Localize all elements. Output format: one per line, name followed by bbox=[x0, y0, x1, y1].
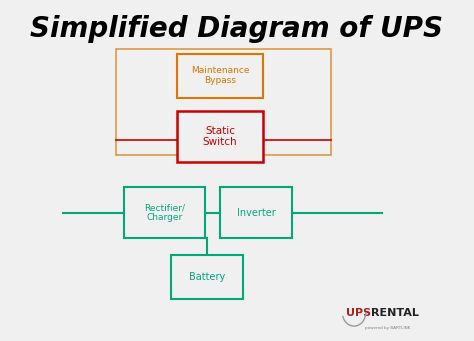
Bar bbox=[177, 111, 263, 162]
Text: Simplified Diagram of UPS: Simplified Diagram of UPS bbox=[30, 15, 444, 43]
Text: Battery: Battery bbox=[189, 272, 225, 282]
Bar bbox=[177, 54, 263, 98]
Text: Rectifier/
Charger: Rectifier/ Charger bbox=[144, 203, 185, 222]
Text: Static
Switch: Static Switch bbox=[203, 126, 237, 147]
Bar bbox=[116, 49, 331, 155]
Bar bbox=[220, 188, 292, 238]
Bar bbox=[124, 188, 205, 238]
Text: Inverter: Inverter bbox=[237, 208, 275, 218]
Text: RENTAL: RENTAL bbox=[371, 308, 419, 317]
Bar bbox=[171, 255, 243, 299]
Text: Maintenance
Bypass: Maintenance Bypass bbox=[191, 66, 249, 86]
Text: powered by BARTLINK: powered by BARTLINK bbox=[365, 326, 410, 330]
Text: UPS: UPS bbox=[346, 308, 371, 317]
